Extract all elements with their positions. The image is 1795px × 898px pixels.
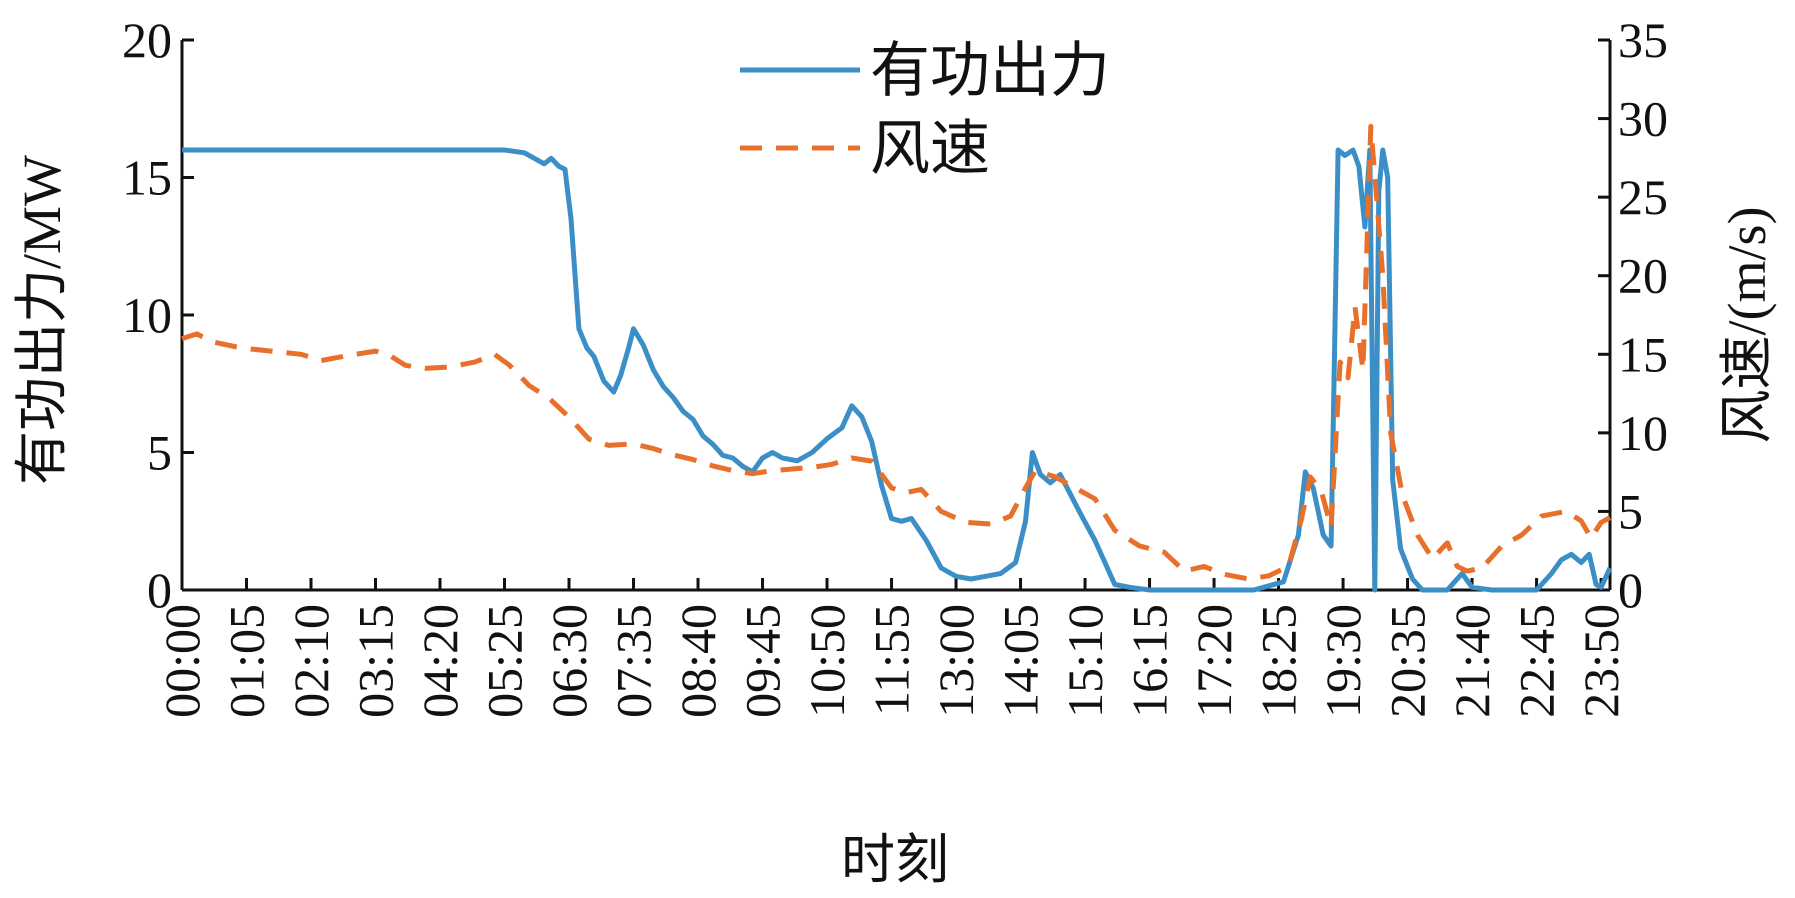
right-tick-label: 25 [1618, 169, 1668, 225]
x-tick-label: 05:25 [477, 604, 533, 718]
x-tick-label: 22:45 [1509, 604, 1565, 718]
x-tick-label: 20:35 [1380, 604, 1436, 718]
x-tick-label: 03:15 [348, 604, 404, 718]
left-tick-label: 20 [122, 12, 172, 68]
x-tick-label: 04:20 [412, 604, 468, 718]
legend-label: 风速 [870, 116, 990, 182]
x-tick-label: 06:30 [541, 604, 597, 718]
x-tick-label: 18:25 [1251, 604, 1307, 718]
right-tick-label: 15 [1618, 326, 1668, 382]
x-tick-label: 08:40 [670, 604, 726, 718]
x-tick-label: 16:15 [1122, 604, 1178, 718]
right-tick-label: 5 [1618, 483, 1643, 539]
right-y-axis-label: 风速/(m/s) [1717, 207, 1777, 444]
right-y-axis: 0 5 10 15 20 25 30 35 [1598, 12, 1668, 618]
x-tick-label: 23:50 [1573, 604, 1629, 718]
left-y-axis: 0 5 10 15 20 [122, 12, 194, 618]
x-axis: 00:00 01:05 02:10 03:15 04:20 05:25 06:30 07:35… [154, 578, 1629, 718]
x-tick-label: 01:05 [219, 604, 275, 718]
x-tick-label: 13:00 [928, 604, 984, 718]
left-tick-label: 0 [147, 562, 172, 618]
active-power-line [182, 147, 1613, 593]
x-tick-label: 11:55 [864, 604, 920, 716]
x-tick-label: 21:40 [1444, 604, 1500, 718]
x-tick-label: 02:10 [283, 604, 339, 718]
x-tick-label: 14:05 [993, 604, 1049, 718]
left-tick-label: 10 [122, 287, 172, 343]
series-layer [181, 123, 1613, 593]
left-y-axis-label: 有功出力/MW [12, 155, 72, 485]
left-tick-label: 15 [122, 150, 172, 206]
x-axis-label: 时刻 [841, 830, 949, 890]
x-tick-label: 00:00 [154, 604, 210, 718]
right-tick-label: 35 [1618, 12, 1668, 68]
right-tick-label: 0 [1618, 562, 1643, 618]
left-tick-label: 5 [147, 425, 172, 481]
wind-speed-line [181, 123, 1612, 582]
x-tick-label: 15:10 [1057, 604, 1113, 718]
legend-label: 有功出力 [870, 38, 1110, 104]
right-tick-label: 30 [1618, 91, 1668, 147]
x-tick-label: 19:30 [1315, 604, 1371, 718]
x-tick-label: 07:35 [606, 604, 662, 718]
x-tick-label: 09:45 [735, 604, 791, 718]
x-tick-label: 10:50 [799, 604, 855, 718]
right-tick-label: 10 [1618, 405, 1668, 461]
x-tick-label: 17:20 [1186, 604, 1242, 718]
right-tick-label: 20 [1618, 248, 1668, 304]
